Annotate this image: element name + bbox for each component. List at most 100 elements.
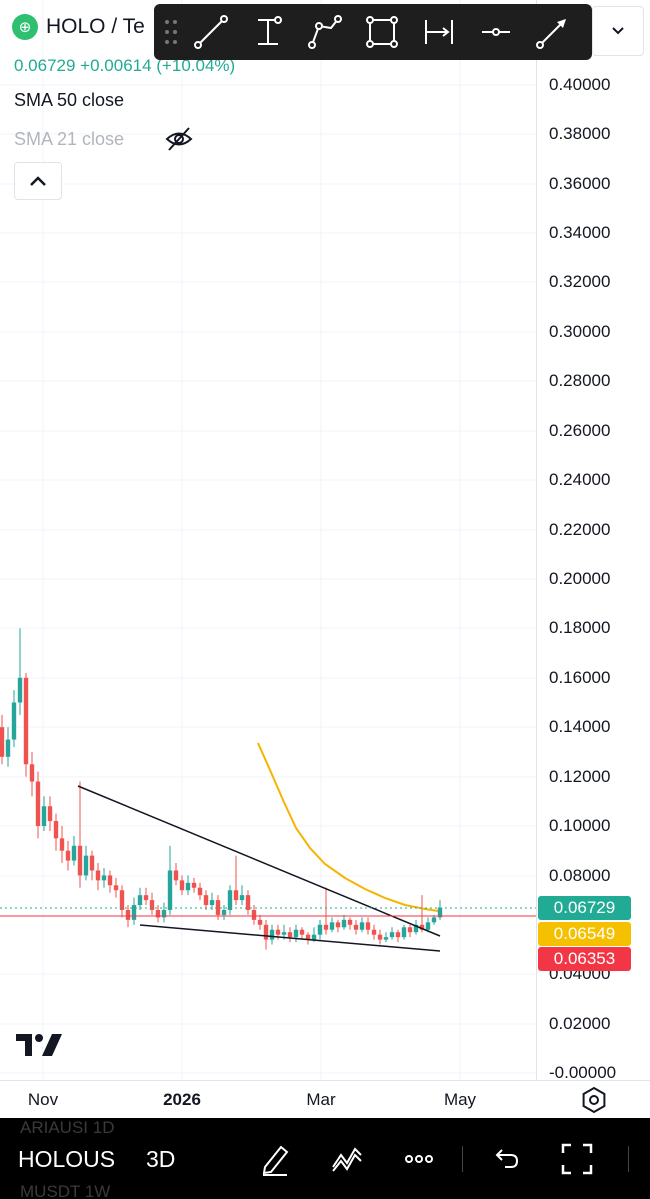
draw-button[interactable] xyxy=(254,1138,296,1180)
candle-body xyxy=(77,845,83,876)
candle-body xyxy=(257,919,263,925)
candle-body xyxy=(305,934,311,940)
candle-body xyxy=(95,870,101,881)
price-tick-label: 0.40000 xyxy=(549,75,611,94)
chevron-up-icon xyxy=(30,176,46,186)
time-axis[interactable] xyxy=(0,1080,650,1118)
candle-body xyxy=(299,929,305,935)
vertical-range-icon xyxy=(257,16,282,45)
horizontal-ray-icon xyxy=(481,28,510,36)
candle-body xyxy=(275,929,281,935)
candle-body xyxy=(161,909,167,918)
candle-body xyxy=(143,895,149,901)
candle-body xyxy=(413,924,419,933)
price-tick-label: 0.14000 xyxy=(549,717,611,736)
candle-body xyxy=(53,821,59,839)
chart-settings-icon[interactable] xyxy=(580,1086,608,1114)
indicator-sma50-legend[interactable]: SMA 50 close xyxy=(14,90,125,110)
indicators-button[interactable] xyxy=(326,1138,368,1180)
more-button[interactable] xyxy=(398,1138,440,1180)
price-tick-label: 0.32000 xyxy=(549,272,611,291)
price-tick-label: 0.02000 xyxy=(549,1014,611,1033)
symbol-title: HOLO / Te xyxy=(46,15,145,38)
price-tick-label: 0.28000 xyxy=(549,371,611,390)
candle-body xyxy=(5,739,11,757)
drawing-toolbar xyxy=(154,4,592,60)
toolbar-separator xyxy=(628,1146,629,1172)
candle-body xyxy=(365,922,371,930)
pen-icon xyxy=(262,1145,289,1176)
toolbar-separator xyxy=(462,1146,463,1172)
candle-body xyxy=(287,932,293,938)
candle-body xyxy=(245,895,251,910)
price-tick-label: 0.08000 xyxy=(549,866,611,885)
tool-vertical-range[interactable] xyxy=(239,4,296,60)
candle-body xyxy=(71,845,77,861)
price-tick-label: 0.16000 xyxy=(549,668,611,687)
candle-body xyxy=(101,875,107,881)
undo-button[interactable] xyxy=(484,1138,526,1180)
coin-logo-icon: ⊕ xyxy=(12,14,38,40)
candle-body xyxy=(425,922,431,930)
candle-body xyxy=(83,855,89,876)
candle-body xyxy=(389,932,395,938)
price-label-badge: 0.06549 xyxy=(538,922,631,946)
candle-body xyxy=(269,929,275,940)
price-tick-label: 0.30000 xyxy=(549,322,611,341)
price-tick-label: 0.22000 xyxy=(549,520,611,539)
price-chart[interactable] xyxy=(0,0,536,1080)
candle-body xyxy=(89,855,95,871)
time-tick-label: Mar xyxy=(306,1090,336,1109)
hidden-eye-icon[interactable] xyxy=(164,124,194,154)
candle-body xyxy=(353,924,359,930)
chart-canvas[interactable] xyxy=(0,0,536,1080)
candle-body xyxy=(371,929,377,935)
indicator-sma21-legend[interactable]: SMA 21 close xyxy=(14,129,125,149)
rectangle-icon xyxy=(365,16,398,48)
candle-body xyxy=(0,727,5,757)
interval-selector[interactable]: 3D xyxy=(146,1146,176,1172)
interval-dropdown[interactable] xyxy=(592,6,644,56)
candle-body xyxy=(47,806,53,822)
tool-rectangle[interactable] xyxy=(353,4,410,60)
candle-body xyxy=(227,890,233,910)
sma50-line xyxy=(257,742,439,912)
fullscreen-icon xyxy=(561,1143,593,1175)
candle-body xyxy=(173,870,179,881)
symbol-header[interactable]: ⊕ HOLO / Te xyxy=(12,14,145,40)
candle-body xyxy=(155,909,161,918)
time-tick-label: May xyxy=(443,1090,477,1109)
candle-body xyxy=(113,885,119,891)
time-tick-label: Nov xyxy=(27,1090,59,1109)
price-tick-label: 0.36000 xyxy=(549,174,611,193)
tool-arrow[interactable] xyxy=(524,4,581,60)
fullscreen-button[interactable] xyxy=(556,1138,598,1180)
tool-trend-line[interactable] xyxy=(182,4,239,60)
price-tick-label: 0.10000 xyxy=(549,816,611,835)
candle-body xyxy=(137,895,143,906)
candle-body xyxy=(167,870,173,910)
candle-body xyxy=(35,781,41,826)
drag-handle-icon[interactable] xyxy=(160,12,182,52)
bottom-toolbar: ARIAUSI 1D HOLOUS 3D MUSDT 1W xyxy=(0,1118,650,1199)
candle-body xyxy=(359,922,365,930)
symbol-selector[interactable]: HOLOUS xyxy=(18,1146,116,1172)
candle-body xyxy=(215,900,221,915)
price-tick-label: -0.00000 xyxy=(549,1063,617,1082)
candle-body xyxy=(431,917,437,923)
date-range-icon xyxy=(424,20,453,44)
candle-body xyxy=(395,932,401,938)
candle-body xyxy=(41,806,47,826)
candle-body xyxy=(65,850,71,861)
collapse-legend-button[interactable] xyxy=(14,162,62,200)
tool-horizontal-ray[interactable] xyxy=(467,4,524,60)
ghost-symbol-row-top: ARIAUSI 1D xyxy=(20,1118,115,1137)
price-tick-label: 0.20000 xyxy=(549,569,611,588)
candle-body xyxy=(263,924,269,940)
candle-body xyxy=(29,764,35,782)
candle-body xyxy=(179,880,185,891)
tool-path[interactable] xyxy=(296,4,353,60)
price-tick-label: 0.18000 xyxy=(549,618,611,637)
tool-date-range[interactable] xyxy=(410,4,467,60)
price-label-badge: 0.06729 xyxy=(538,896,631,920)
